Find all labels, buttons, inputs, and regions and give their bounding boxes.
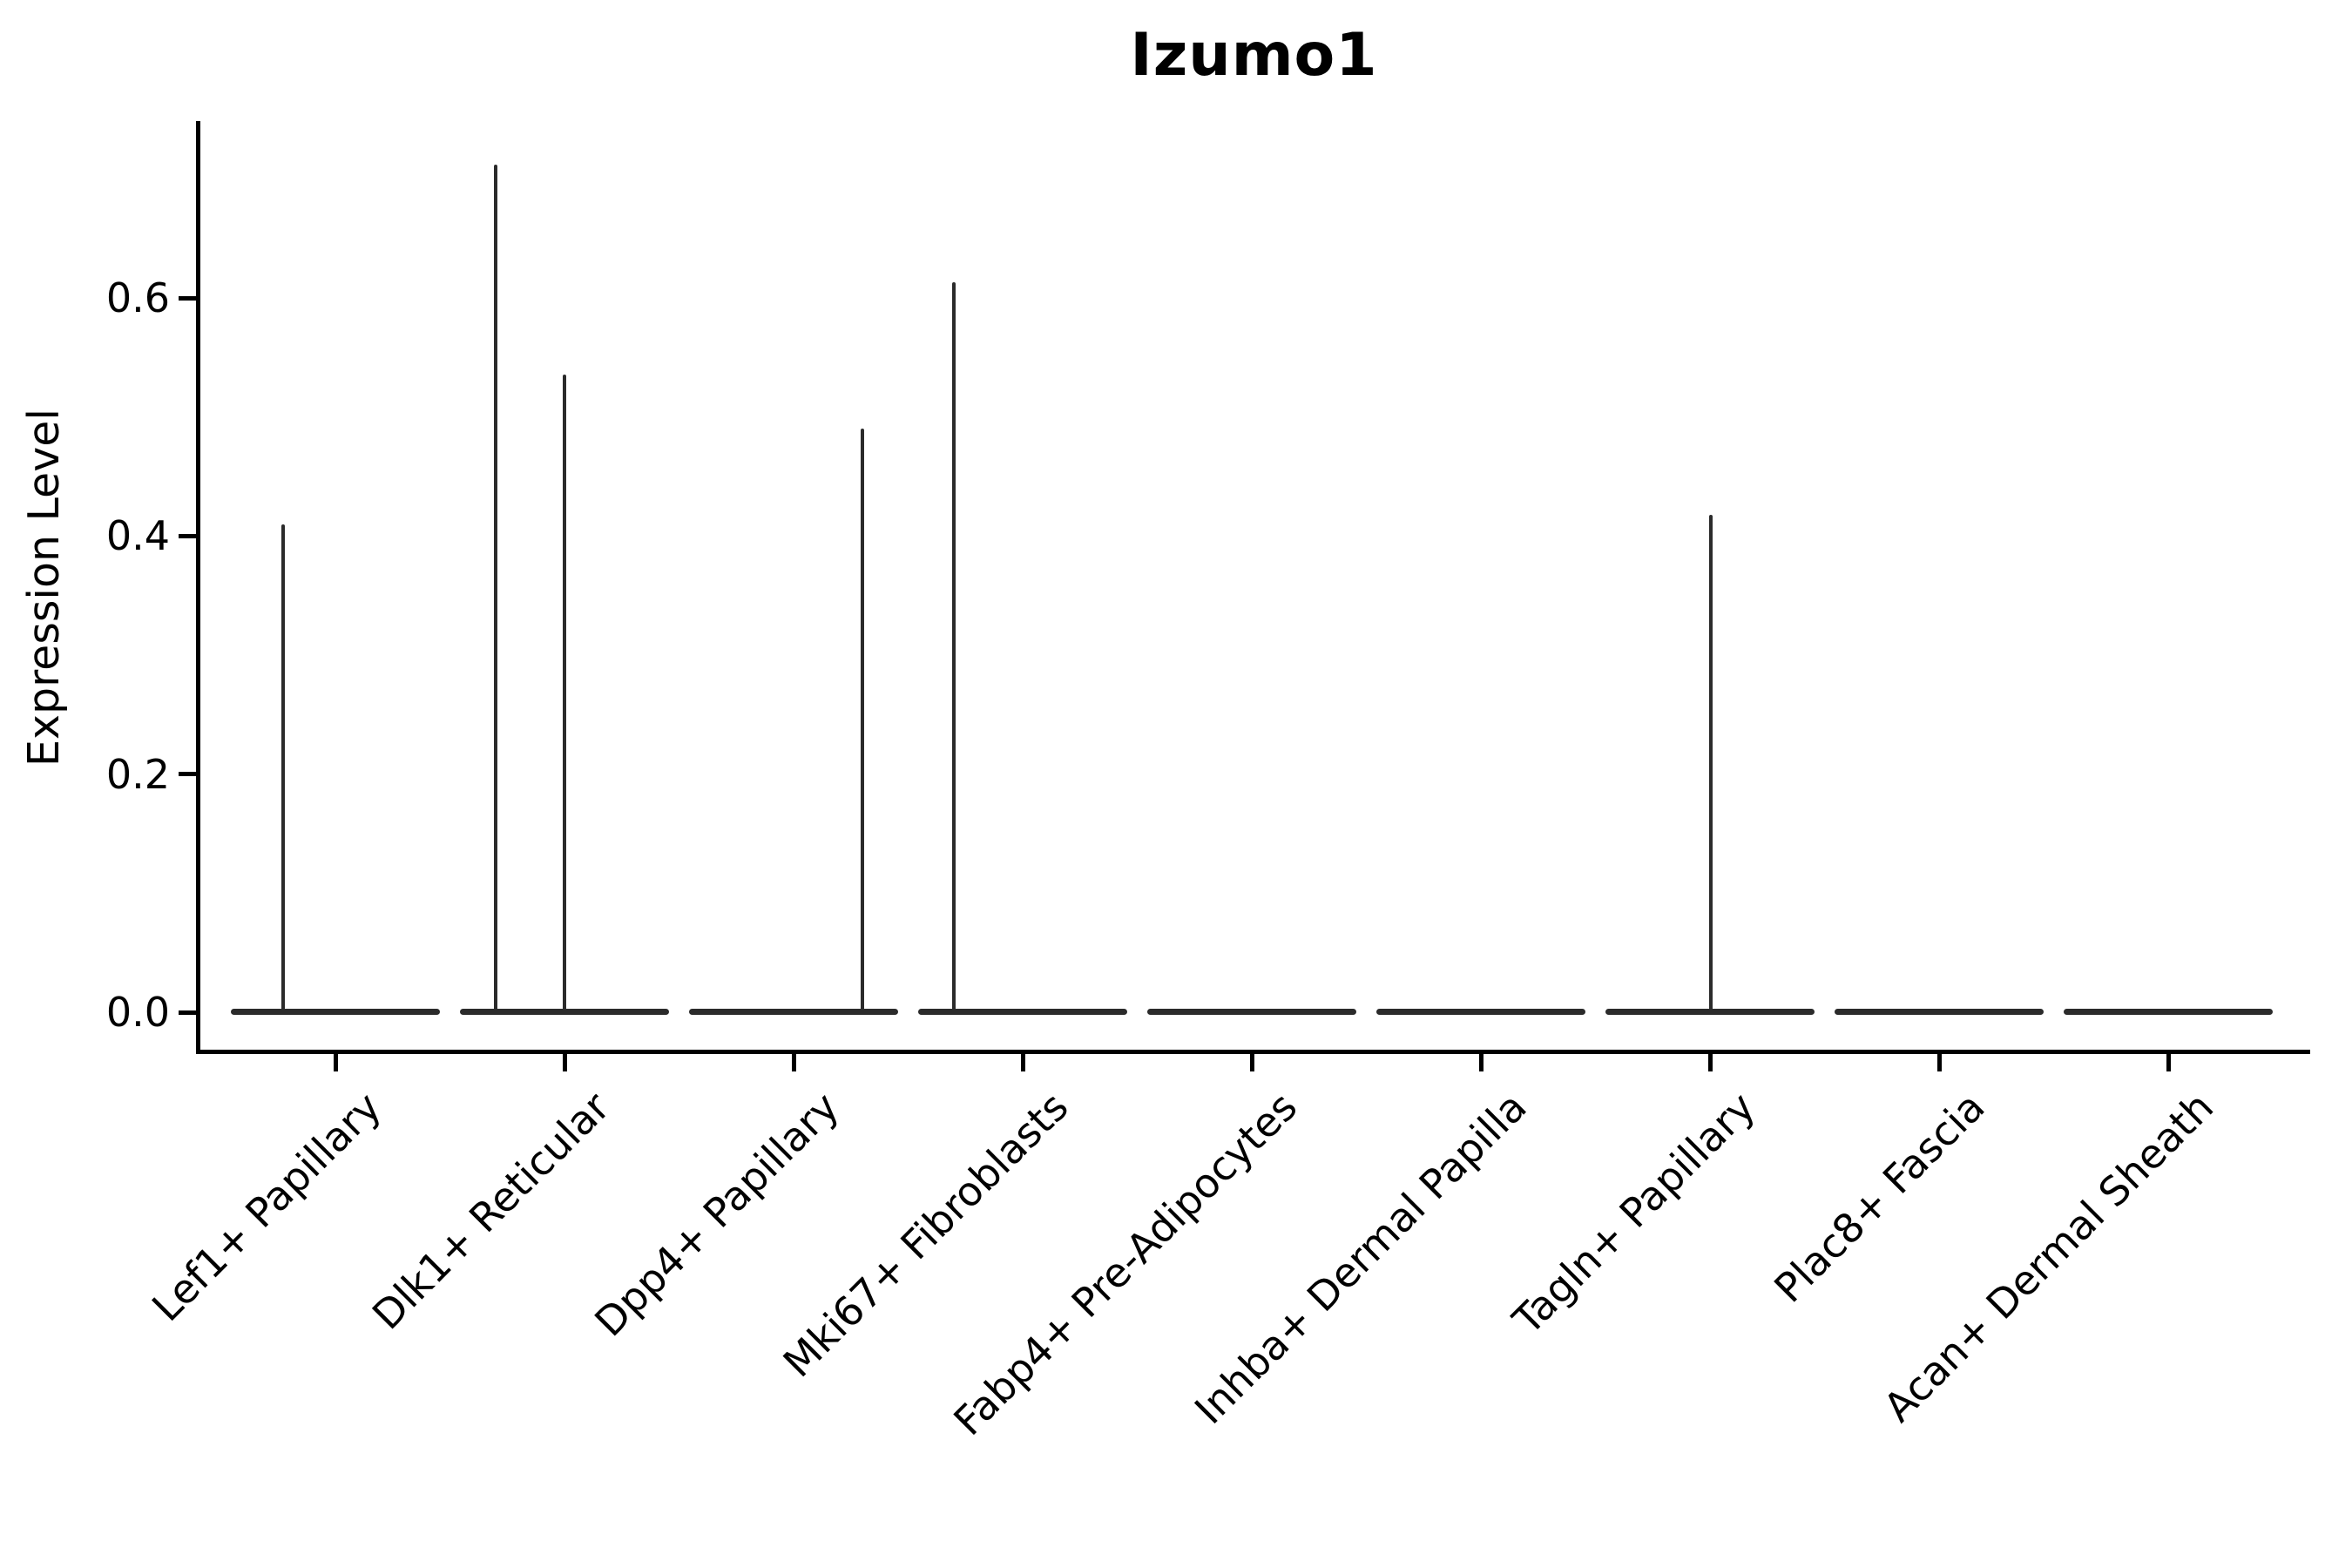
violin-baseline (918, 1009, 1127, 1015)
x-tick-mark (1478, 1052, 1484, 1071)
x-tick-mark (562, 1052, 567, 1071)
x-tick-label: Plac8+ Fascia (1765, 1083, 1994, 1312)
violin-baseline (2064, 1009, 2273, 1015)
x-tick-mark (1936, 1052, 1942, 1071)
x-tick-label: Tagln+ Papillary (1504, 1083, 1765, 1344)
violin-baseline (689, 1009, 898, 1015)
y-tick-mark (179, 772, 198, 777)
y-tick-mark (179, 295, 198, 301)
x-axis-spine (196, 1050, 2310, 1054)
x-tick-mark (1249, 1052, 1254, 1071)
x-tick-mark (1020, 1052, 1025, 1071)
y-tick-label: 0.2 (105, 750, 170, 798)
y-tick-label: 0.0 (105, 989, 170, 1036)
violin-baseline (1376, 1009, 1585, 1015)
x-tick-label: Lef1+ Papillary (142, 1083, 390, 1331)
x-tick-mark (1707, 1052, 1713, 1071)
violin-spike (281, 524, 285, 1015)
x-tick-mark (791, 1052, 796, 1071)
violin-spike (494, 165, 497, 1015)
violin-spike (563, 374, 566, 1015)
violin-spike (1709, 514, 1713, 1015)
violin-baseline (1147, 1009, 1356, 1015)
y-tick-mark (179, 533, 198, 538)
x-tick-label: Dlk1+ Reticular (363, 1083, 619, 1339)
violin-baseline (1835, 1009, 2044, 1015)
chart-title: Izumo1 (1130, 21, 1378, 90)
y-tick-label: 0.4 (105, 512, 170, 560)
violin-baseline (231, 1009, 440, 1015)
y-tick-label: 0.6 (105, 274, 170, 322)
y-axis-label: Expression Level (18, 409, 69, 767)
y-tick-mark (179, 1010, 198, 1015)
violin-spike (861, 429, 864, 1015)
x-tick-mark (333, 1052, 338, 1071)
x-tick-label: Dpp4+ Papillary (585, 1083, 848, 1346)
x-tick-mark (2166, 1052, 2171, 1071)
y-axis-spine (196, 121, 200, 1054)
y-axis-label-box: Expression Level (5, 123, 82, 1052)
violin-spike (952, 282, 956, 1015)
